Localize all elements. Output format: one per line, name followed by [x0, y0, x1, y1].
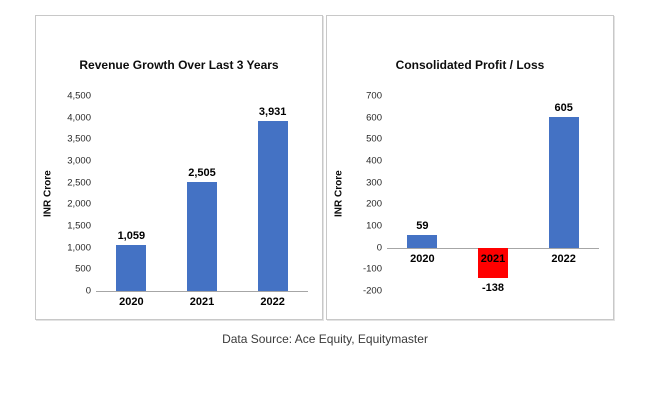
bar-2020 [407, 234, 438, 248]
bar-2021 [478, 247, 508, 278]
y-axis: 0 500 1,000 1,500 2,000 2,500 3,000 3,500 4,000 4… [58, 91, 94, 297]
y-tick-label: 0 [85, 285, 91, 297]
x-category-label: 2020 [410, 252, 435, 265]
x-axis-line [96, 291, 308, 292]
bar-value-label: 3,931 [258, 105, 287, 118]
bar-value-label: 2,505 [188, 167, 216, 180]
plot-area: 59 2020 -138 2021 605 2022 [387, 96, 599, 294]
y-tick-label: 200 [366, 198, 382, 210]
y-tick-label: 100 [366, 220, 382, 232]
y-tick-label: 2,500 [67, 177, 91, 189]
y-tick-label: 2,000 [67, 198, 91, 210]
x-category-label: 2022 [551, 252, 576, 265]
y-tick-label: 700 [366, 90, 382, 102]
y-axis: -200 -100 0 100 200 300 400 500 600 700 [349, 91, 385, 297]
chart-title: Revenue Growth Over Last 3 Years [79, 58, 279, 72]
bar-2022 [548, 116, 579, 248]
bar-value-label: 59 [416, 219, 429, 232]
bar-value-label: 1,059 [117, 230, 146, 243]
y-tick-label: 300 [366, 177, 382, 189]
bar-2022 [257, 120, 288, 291]
chart-title: Consolidated Profit / Loss [395, 58, 545, 72]
revenue-chart-panel: Revenue Growth Over Last 3 Years INR Cro… [35, 15, 323, 320]
data-source-caption: Data Source: Ace Equity, Equitymaster [222, 332, 428, 346]
y-tick-label: 500 [366, 133, 382, 145]
profit-loss-chart-panel: Consolidated Profit / Loss INR Crore -20… [326, 15, 614, 320]
y-tick-label: 3,500 [67, 133, 91, 145]
bar-value-label: 605 [554, 101, 573, 114]
bar-2020 [116, 245, 147, 291]
y-tick-label: 1,000 [67, 242, 91, 254]
x-category-label: 2021 [480, 252, 506, 265]
y-tick-label: 3,000 [67, 155, 91, 167]
y-tick-label: 1,500 [67, 220, 91, 232]
bar-2021 [187, 182, 217, 291]
y-tick-label: 4,500 [67, 90, 91, 102]
y-axis-title: INR Crore [333, 170, 345, 217]
y-tick-label: -100 [362, 263, 382, 275]
x-category-label: 2022 [260, 296, 285, 308]
x-category-label: 2020 [119, 296, 144, 308]
y-tick-label: 0 [376, 242, 382, 254]
y-tick-label: 4,000 [67, 112, 91, 124]
y-axis-title: INR Crore [42, 170, 54, 217]
bar-value-label: -138 [481, 281, 505, 294]
y-tick-label: 500 [75, 263, 91, 275]
y-tick-label: 600 [366, 112, 382, 124]
charts-row: Revenue Growth Over Last 3 Years INR Cro… [35, 15, 614, 320]
plot-area: 1,059 2020 2,505 2021 3,931 2022 [96, 96, 308, 308]
y-tick-label: -200 [362, 285, 382, 297]
y-tick-label: 400 [366, 155, 382, 167]
x-category-label: 2021 [189, 296, 215, 308]
